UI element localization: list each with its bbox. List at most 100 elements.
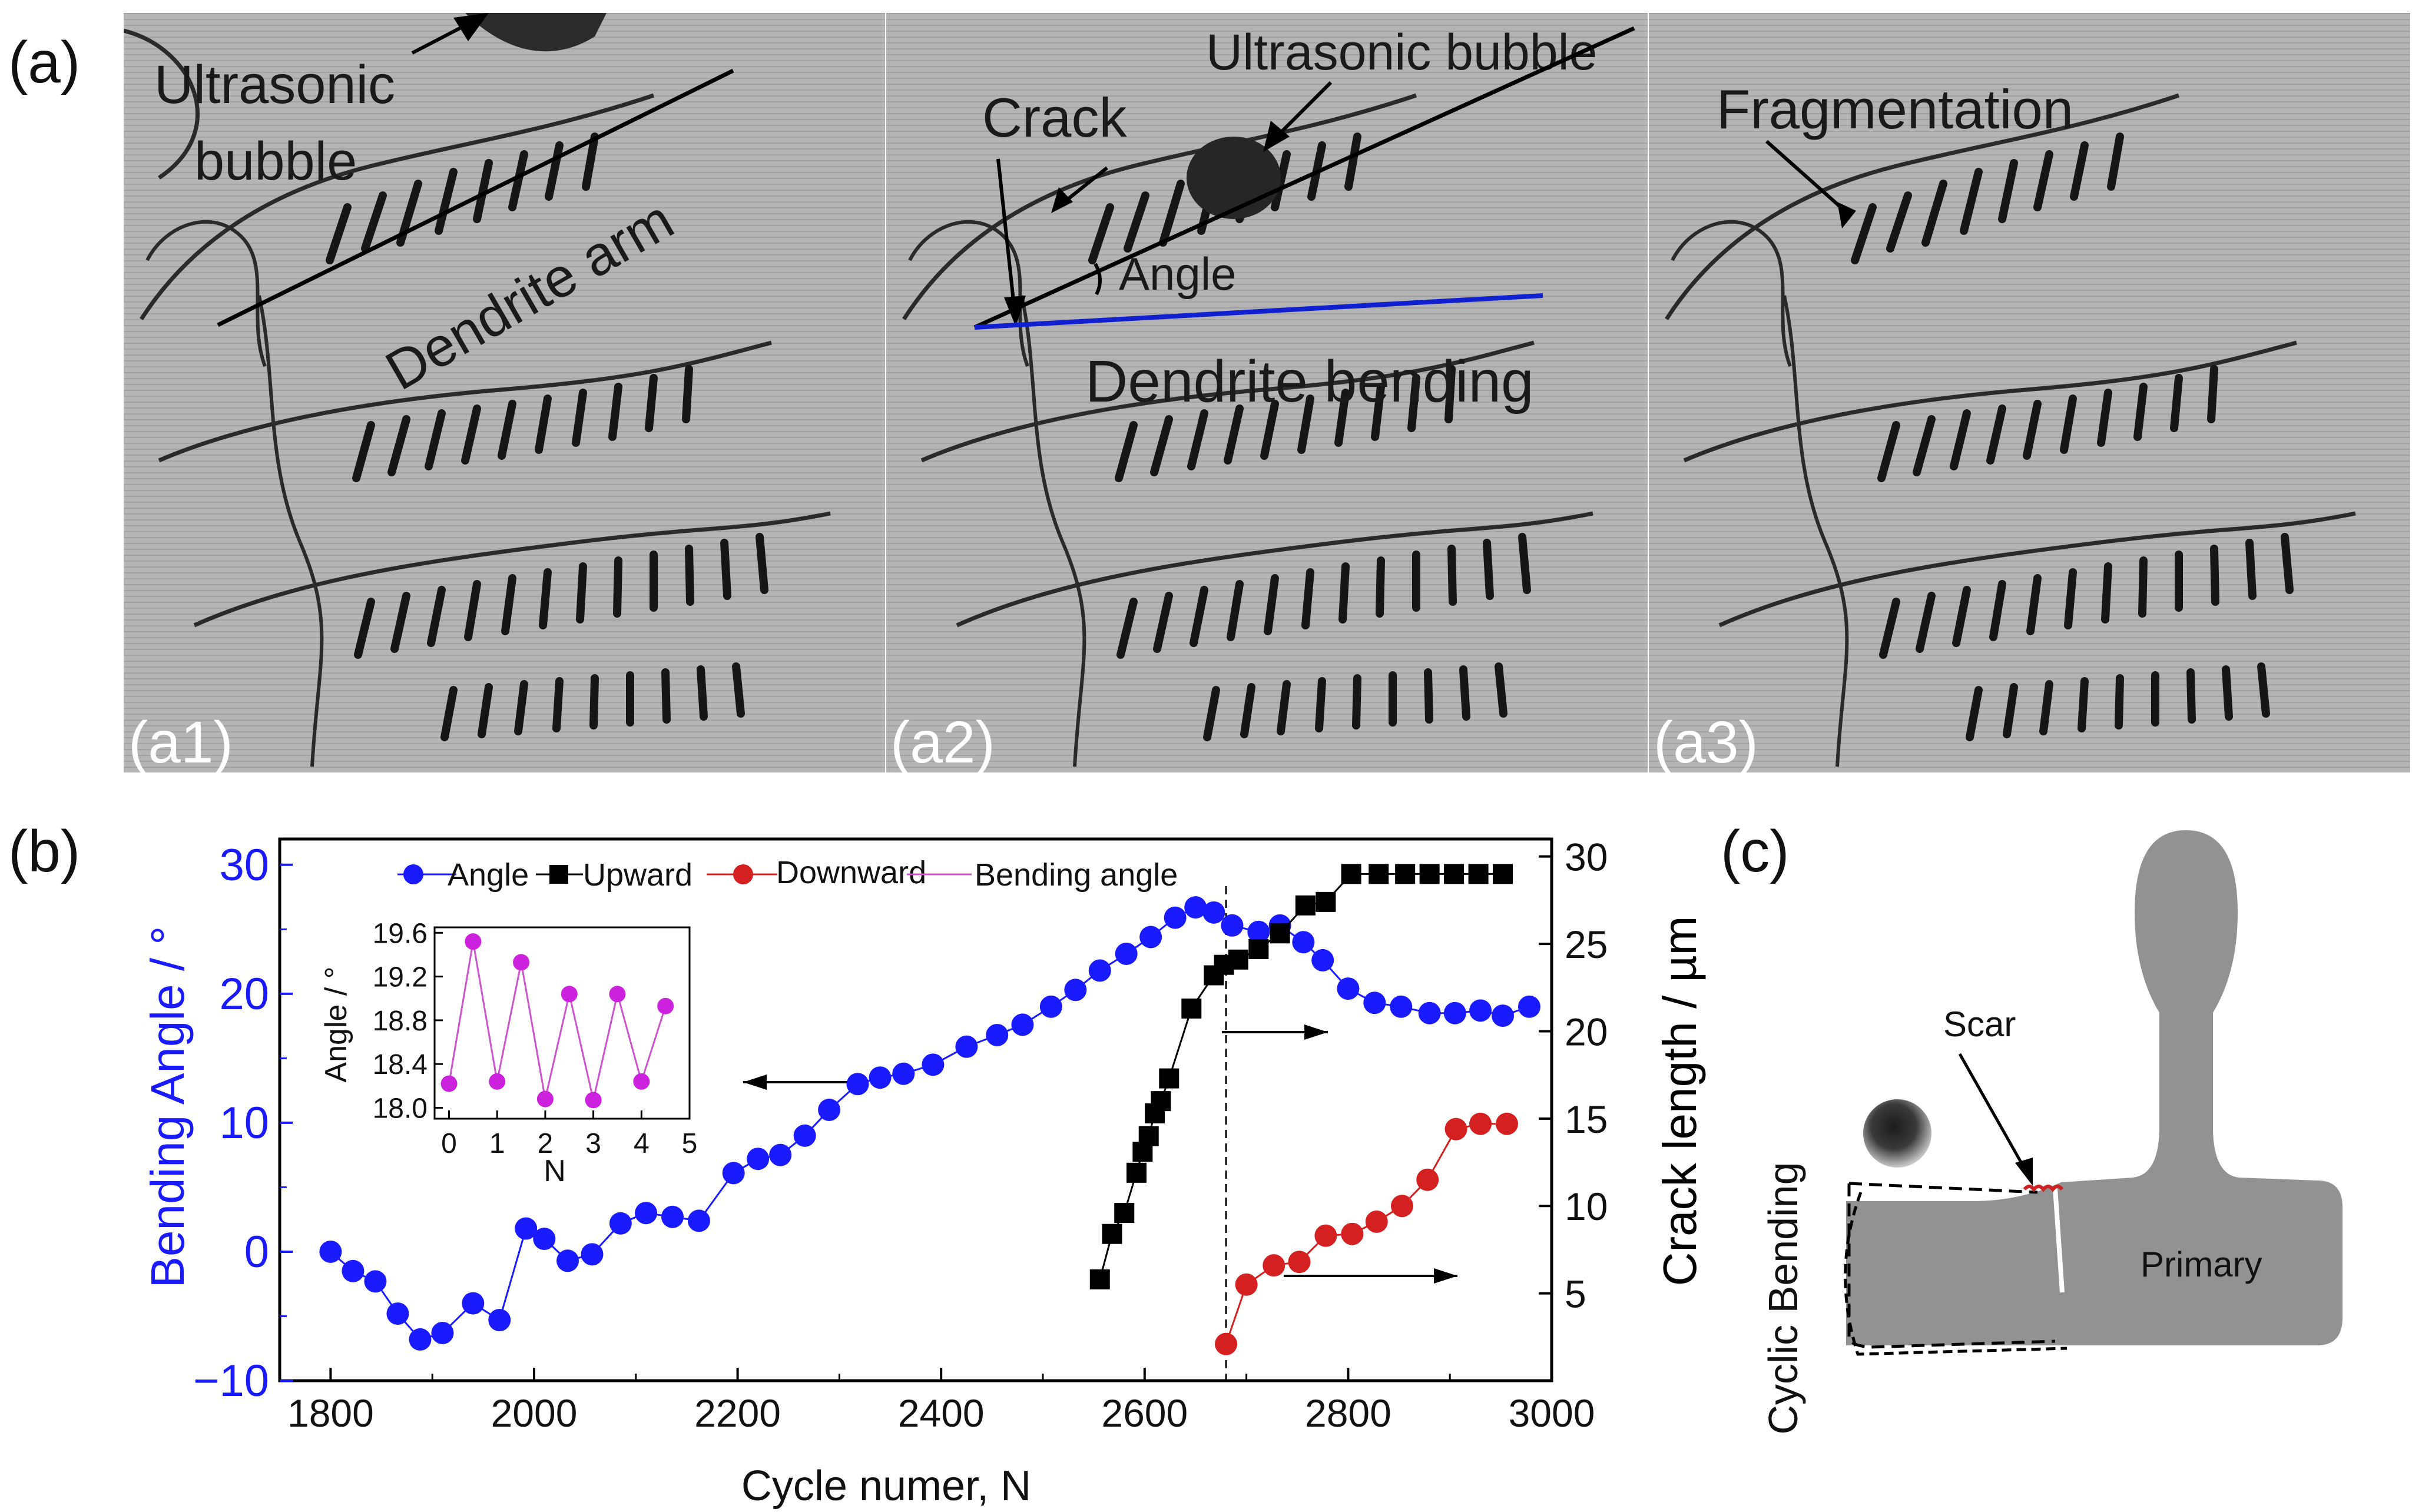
- series-angle-point: [1115, 942, 1138, 965]
- micrograph-background: [124, 13, 885, 772]
- a2-bubble-arrowhead-icon: [1263, 121, 1290, 152]
- series-downward-point: [1469, 1112, 1492, 1135]
- series-angle-point: [1390, 995, 1413, 1018]
- a2-crack-arrow-2: [996, 158, 1016, 307]
- series-upward-point: [1089, 1269, 1110, 1289]
- chart-right-axis-label: Crack length / µm: [1654, 916, 1706, 1286]
- inset-bending-point: [440, 1075, 458, 1092]
- series-upward-point: [1159, 1068, 1179, 1089]
- series-angle-point: [1311, 949, 1334, 971]
- inset-y-tick-label: 19.2: [373, 962, 428, 993]
- series-upward-point: [1295, 895, 1316, 916]
- a3-fragmentation-arrow: [1765, 140, 1847, 214]
- series-downward-point: [1495, 1112, 1518, 1135]
- series-angle-point: [1039, 995, 1062, 1018]
- inset-bending-point: [465, 933, 482, 950]
- series-angle-point: [431, 1321, 454, 1344]
- series-upward-point: [1151, 1091, 1171, 1112]
- series-angle-point: [1292, 931, 1315, 954]
- series-upward-point: [1181, 998, 1202, 1019]
- legend-upward-label: Upward: [583, 857, 693, 893]
- series-angle-point: [462, 1292, 485, 1315]
- series-angle-point: [869, 1066, 892, 1089]
- series-upward-point: [1228, 949, 1248, 970]
- a1-bubble-label-line2: bubble: [194, 131, 357, 191]
- series-downward-point: [1416, 1168, 1439, 1191]
- series-angle-point: [515, 1217, 538, 1240]
- series-angle-point: [769, 1143, 792, 1166]
- left-y-tick-label: 0: [244, 1227, 269, 1277]
- series-upward-point: [1102, 1223, 1122, 1244]
- inset-bending-line: [448, 941, 667, 1100]
- series-angle-point: [955, 1035, 978, 1058]
- primary-dendrite-shape: [1846, 830, 2343, 1345]
- series-angle-point: [1221, 914, 1244, 937]
- x-tick-label: 2000: [491, 1391, 578, 1435]
- series-angle-point: [986, 1023, 1009, 1046]
- inset-x-tick-label: 3: [585, 1128, 601, 1159]
- legend-upward-marker: [549, 865, 568, 884]
- series-downward-point: [1444, 1118, 1467, 1140]
- inset-bending-point: [657, 997, 674, 1014]
- a3-fragmentation-arrowhead-icon: [1837, 202, 1856, 228]
- scar-arrow: [1958, 1053, 2027, 1172]
- inset-x-tick-label: 1: [489, 1128, 505, 1159]
- series-angle-point: [1184, 896, 1207, 919]
- legend-downward-marker: [733, 864, 753, 884]
- inset-bending-point: [585, 1092, 602, 1109]
- schematic-c: Scar Primary Cyclic Bending: [1760, 830, 2343, 1435]
- a2-crack-label: Crack: [982, 87, 1127, 148]
- x-tick-label: 1800: [287, 1391, 374, 1435]
- cyclic-bending-label: Cyclic Bending: [1760, 1162, 1806, 1435]
- series-downward-point: [1314, 1224, 1337, 1247]
- inset-y-tick-label: 18.4: [373, 1049, 428, 1080]
- right-y-tick-label: 20: [1565, 1010, 1608, 1053]
- a2-crack-arrow-1: [1062, 166, 1108, 205]
- series-angle-point: [1064, 979, 1087, 1002]
- series-downward-point: [1341, 1222, 1364, 1245]
- inset-x-axis-label: N: [544, 1154, 566, 1188]
- inset-y-tick-label: 18.8: [373, 1006, 428, 1037]
- series-upward-point: [1248, 939, 1269, 959]
- inset-y-axis-label: Angle / °: [319, 966, 353, 1082]
- series-upward-point: [1341, 864, 1361, 884]
- series-upward-point: [1444, 864, 1465, 884]
- subpanel-a2: Ultrasonic bubble Crack Angle Dendrite b…: [886, 13, 1648, 775]
- left-y-tick-label: −10: [193, 1356, 269, 1406]
- a1-bubble-label-line1: Ultrasonic: [154, 55, 395, 115]
- inset-bending-point: [609, 986, 626, 1003]
- inset-bending-point: [513, 954, 530, 971]
- series-downward-point: [1390, 1195, 1413, 1218]
- panel-a-label: (a): [8, 29, 80, 95]
- series-angle-point: [922, 1053, 945, 1076]
- a2-bubble-line: [973, 26, 1635, 330]
- left-y-tick-label: 30: [219, 840, 269, 890]
- right-y-tick-label: 10: [1565, 1185, 1608, 1228]
- series-angle-point: [661, 1205, 684, 1228]
- series-angle-point: [1139, 926, 1162, 949]
- chart-frame: [278, 837, 1553, 1382]
- series-angle-point: [892, 1062, 915, 1085]
- right-y-tick-label: 5: [1565, 1272, 1586, 1316]
- series-downward-point: [1215, 1332, 1238, 1355]
- chart-legend: Angle Upward Downward Bending angle: [397, 855, 1178, 893]
- a1-dendrite-arm-line: [217, 68, 734, 327]
- scar-mark: [2023, 1185, 2064, 1192]
- legend-downward-label: Downward: [776, 855, 926, 890]
- inset-bending-point: [489, 1073, 506, 1090]
- series-angle-point: [793, 1124, 816, 1147]
- series-upward-point: [1114, 1203, 1135, 1223]
- right-y-tick-label: 15: [1565, 1097, 1608, 1141]
- legend-angle-label: Angle: [448, 857, 529, 893]
- a1-panel-label: (a1): [128, 709, 233, 775]
- series-upward-point: [1126, 1162, 1147, 1183]
- series-angle-point: [1443, 1002, 1466, 1024]
- series-angle-point: [581, 1243, 604, 1266]
- series-upward-point: [1369, 864, 1389, 884]
- arrow-to-left-axis-head: [743, 1075, 767, 1090]
- series-angle-point: [556, 1249, 579, 1272]
- a2-bending-label: Dendrite bending: [1085, 349, 1534, 415]
- series-upward-point: [1270, 923, 1290, 944]
- inset-y-tick-label: 18.0: [373, 1093, 428, 1124]
